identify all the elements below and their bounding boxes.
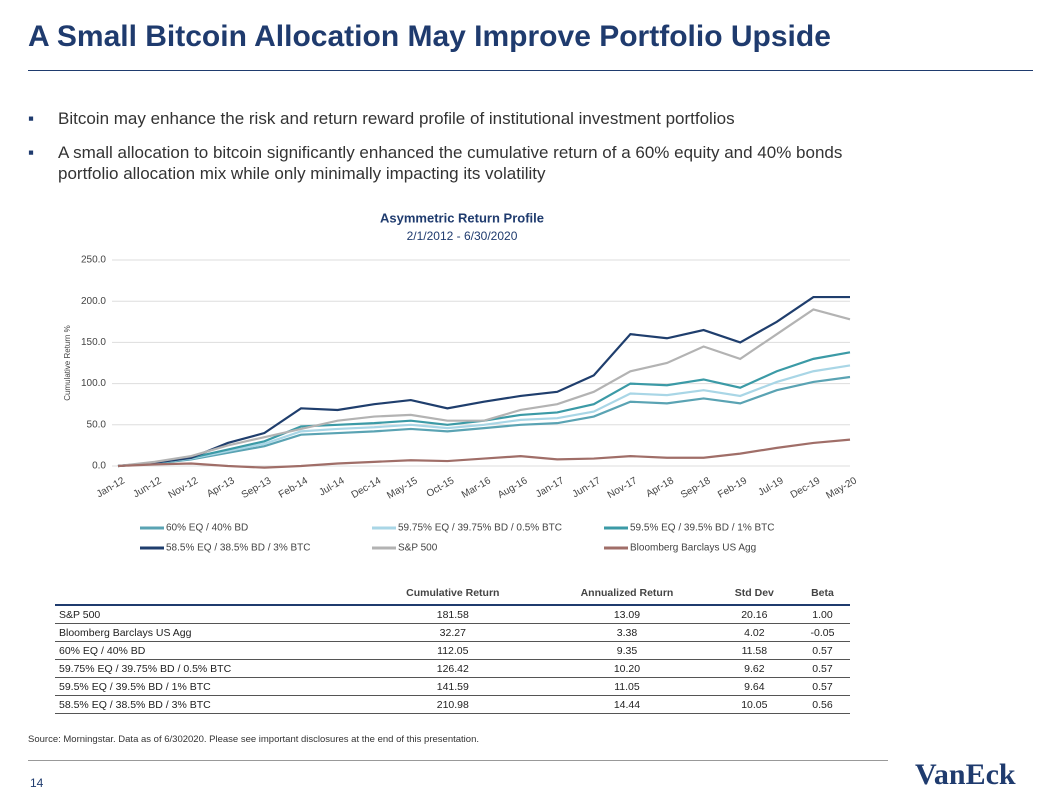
table-cell: 59.75% EQ / 39.75% BD / 0.5% BTC (55, 659, 366, 678)
series-line (117, 351, 851, 468)
table-row: 59.75% EQ / 39.75% BD / 0.5% BTC 126.42 10… (55, 659, 850, 678)
table-cell: 181.58 (365, 605, 541, 624)
x-tick-label: Nov-12 (167, 475, 201, 501)
table-cell: 60% EQ / 40% BD (55, 641, 366, 660)
table-cell: 10.20 (540, 659, 714, 678)
x-tick-label: Jan-12 (95, 475, 127, 500)
table-cell: 20.16 (713, 605, 795, 624)
table-cell: 3.38 (540, 623, 714, 642)
series-line (117, 308, 851, 468)
table-cell: 10.05 (713, 695, 795, 714)
table-cell: 0.57 (794, 641, 850, 660)
x-tick-label: Oct-15 (425, 475, 457, 500)
series-line (117, 295, 850, 468)
x-tick-label: Jul-19 (757, 475, 786, 498)
table-cell: 210.98 (365, 695, 541, 714)
x-tick-label: Jun-17 (571, 475, 603, 500)
x-tick-label: Nov-17 (606, 475, 640, 501)
page-number: 14 (30, 776, 44, 790)
table-cell: 59.5% EQ / 39.5% BD / 1% BTC (55, 677, 366, 696)
table-cell: Bloomberg Barclays US Agg (55, 623, 366, 642)
legend-label: S&P 500 (398, 543, 438, 554)
table-cell: 141.59 (365, 677, 541, 696)
footer-rule (28, 760, 888, 761)
legend-label: 59.75% EQ / 39.75% BD / 0.5% BTC (398, 523, 562, 534)
table-row: 59.5% EQ / 39.5% BD / 1% BTC 141.59 11.05 9… (55, 677, 850, 696)
x-tick-label: May-20 (824, 475, 859, 501)
legend-label: 58.5% EQ / 38.5% BD / 3% BTC (166, 543, 311, 554)
stats-table: Cumulative Return Annualized Return Std De… (55, 582, 850, 714)
y-tick-label: 150.0 (81, 337, 106, 348)
slide-title: A Small Bitcoin Allocation May Improve P… (28, 20, 831, 53)
table-cell: 58.5% EQ / 38.5% BD / 3% BTC (55, 695, 366, 714)
x-tick-label: Feb-19 (716, 475, 749, 501)
logo: VanEck (915, 758, 1016, 791)
table-row: Bloomberg Barclays US Agg 32.27 3.38 4.02 -0… (55, 623, 850, 642)
bullet: Bitcoin may enhance the risk and return … (28, 108, 878, 129)
x-tick-label: Apr-13 (205, 475, 237, 500)
table-cell: 112.05 (365, 641, 541, 660)
y-tick-label: 200.0 (81, 296, 106, 307)
x-tick-label: Sep-18 (679, 475, 713, 501)
x-tick-label: Dec-14 (350, 475, 384, 501)
table-cell: 126.42 (365, 659, 541, 678)
table-cell: 9.64 (713, 677, 795, 696)
table-cell: 32.27 (365, 623, 541, 642)
x-tick-label: May-15 (385, 475, 420, 501)
table-row: 58.5% EQ / 38.5% BD / 3% BTC 210.98 14.44 1… (55, 695, 850, 714)
header-cell (55, 582, 366, 606)
x-tick-label: Jul-14 (317, 475, 346, 498)
table-row: S&P 500 181.58 13.09 20.16 1.00 (55, 605, 850, 624)
table-cell: 9.62 (713, 659, 795, 678)
table-header: Cumulative Return Annualized Return Std De… (55, 582, 850, 606)
x-tick-label: Apr-18 (644, 475, 676, 500)
x-tick-label: Sep-13 (240, 475, 274, 501)
x-tick-label: Aug-16 (496, 475, 530, 501)
header-cell: Beta (794, 582, 850, 606)
y-tick-label: 50.0 (87, 419, 107, 430)
table-cell: 0.57 (794, 659, 850, 678)
header-cell: Annualized Return (540, 582, 714, 606)
table-cell: 11.05 (540, 677, 714, 696)
table-cell: 4.02 (713, 623, 795, 642)
table-cell: 1.00 (794, 605, 850, 624)
series-line (117, 375, 851, 468)
x-tick-label: Jan-17 (534, 475, 566, 500)
series-line (117, 438, 851, 469)
table-cell: 0.57 (794, 677, 850, 696)
table-row: 60% EQ / 40% BD 112.05 9.35 11.58 0.57 (55, 641, 850, 660)
header-cell: Std Dev (713, 582, 795, 606)
series-line (117, 364, 851, 468)
chart-subtitle: 2/1/2012 - 6/30/2020 (407, 229, 518, 243)
table-cell: 0.56 (794, 695, 850, 714)
y-tick-label: 0.0 (92, 461, 106, 472)
table-cell: 13.09 (540, 605, 714, 624)
y-axis-label: Cumulative Return % (63, 325, 72, 401)
legend-label: 59.5% EQ / 39.5% BD / 1% BTC (630, 523, 775, 534)
x-tick-label: Mar-16 (460, 475, 493, 501)
chart-title: Asymmetric Return Profile (380, 210, 544, 225)
y-tick-label: 250.0 (81, 255, 106, 266)
y-tick-label: 100.0 (81, 378, 106, 389)
x-tick-label: Jun-12 (131, 475, 163, 500)
title-rule (28, 70, 1033, 71)
source-note: Source: Morningstar. Data as of 6/302020… (28, 734, 479, 745)
table-cell: -0.05 (794, 623, 850, 642)
legend-label: 60% EQ / 40% BD (166, 523, 248, 534)
table-cell: 11.58 (713, 641, 795, 660)
x-tick-label: Feb-14 (277, 475, 310, 501)
bullet: A small allocation to bitcoin significan… (28, 142, 878, 184)
table-cell: 9.35 (540, 641, 714, 660)
table-cell: S&P 500 (55, 605, 366, 624)
x-tick-label: Dec-19 (789, 475, 823, 501)
header-cell: Cumulative Return (365, 582, 541, 606)
table-cell: 14.44 (540, 695, 714, 714)
legend-label: Bloomberg Barclays US Agg (630, 543, 756, 554)
